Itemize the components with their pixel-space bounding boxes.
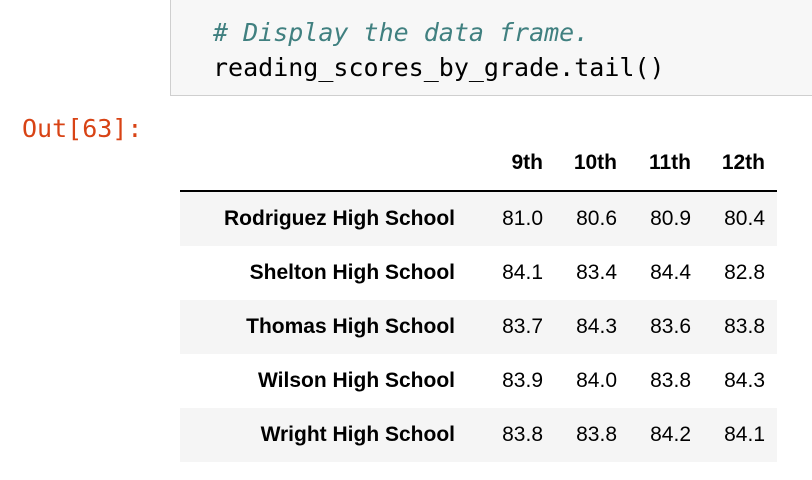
row-index-label: Shelton High School <box>249 261 455 284</box>
column-header: 9th <box>469 136 543 192</box>
table-cell: 84.3 <box>576 315 617 338</box>
table-cell: 80.9 <box>650 207 691 230</box>
table-cell: 83.4 <box>576 261 617 284</box>
output-prompt: Out[63]: <box>22 114 143 143</box>
row-index-label: Wright High School <box>260 423 455 446</box>
column-header: 10th <box>543 136 617 192</box>
dataframe-table: 9th 10th 11th 12th Rodriguez High School… <box>180 136 777 462</box>
table-cell: 83.8 <box>502 423 543 446</box>
table-row: Wright High School 83.8 83.8 84.2 84.1 <box>180 408 777 462</box>
table-cell: 84.1 <box>502 261 543 284</box>
table-cell: 84.0 <box>576 369 617 392</box>
table-row: Wilson High School 83.9 84.0 83.8 84.3 <box>180 354 777 408</box>
table-header-row: 9th 10th 11th 12th <box>180 136 777 192</box>
table-row: Thomas High School 83.7 84.3 83.6 83.8 <box>180 300 777 354</box>
column-header: 11th <box>617 136 691 192</box>
row-index-label: Rodriguez High School <box>224 207 455 230</box>
code-comment: # Display the data frame. <box>213 18 590 47</box>
table-cell: 83.8 <box>576 423 617 446</box>
table-cell: 83.7 <box>502 315 543 338</box>
table-cell: 83.8 <box>724 315 765 338</box>
table-cell: 84.1 <box>724 423 765 446</box>
table-cell: 83.8 <box>650 369 691 392</box>
table-cell: 80.4 <box>724 207 765 230</box>
row-index-label: Wilson High School <box>258 369 455 392</box>
row-index-label: Thomas High School <box>246 315 455 338</box>
table-cell: 84.2 <box>650 423 691 446</box>
table-cell: 83.6 <box>650 315 691 338</box>
table-cell: 81.0 <box>502 207 543 230</box>
table-row: Rodriguez High School 81.0 80.6 80.9 80.… <box>180 191 777 246</box>
table-row: Shelton High School 84.1 83.4 84.4 82.8 <box>180 246 777 300</box>
code-statement: reading_scores_by_grade.tail() <box>213 53 665 82</box>
code-cell-input[interactable]: # Display the data frame. reading_scores… <box>170 0 812 96</box>
table-cell: 84.3 <box>724 369 765 392</box>
table-cell: 80.6 <box>576 207 617 230</box>
index-header <box>180 136 469 192</box>
table-cell: 82.8 <box>724 261 765 284</box>
table-cell: 84.4 <box>650 261 691 284</box>
column-header: 12th <box>691 136 777 192</box>
table-cell: 83.9 <box>502 369 543 392</box>
